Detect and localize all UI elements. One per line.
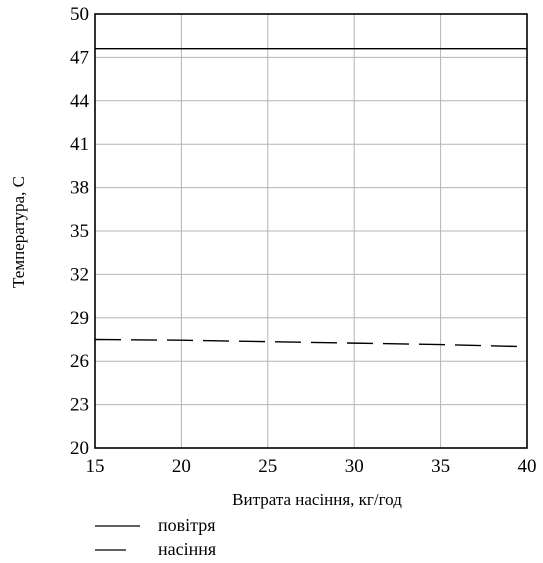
x-tick-label: 40 [518, 456, 537, 477]
grid [95, 14, 527, 448]
series-group [94, 48, 528, 348]
y-tick-label: 32 [70, 264, 89, 285]
legend-label-air: повітря [158, 515, 216, 535]
y-tick-label: 29 [70, 308, 89, 329]
y-tick-label: 44 [70, 91, 90, 112]
x-tick-label: 35 [431, 456, 450, 477]
x-axis-title: Витрата насіння, кг/год [232, 490, 402, 509]
y-tick-label: 47 [70, 47, 89, 68]
x-tick-label: 25 [258, 456, 277, 477]
y-tick-label: 41 [70, 134, 89, 155]
x-tick-labels: 15 20 25 30 35 40 [86, 456, 537, 477]
legend: повітря насіння [95, 515, 216, 559]
y-tick-label: 50 [70, 4, 89, 25]
x-tick-label: 15 [86, 456, 105, 477]
x-tick-label: 20 [172, 456, 191, 477]
plot-frame [94, 13, 528, 449]
y-tick-label: 26 [70, 351, 89, 372]
series-line-seed [94, 338, 528, 348]
y-axis-title: Температура, С [9, 176, 28, 288]
y-tick-labels: 20 23 26 29 32 35 38 41 44 47 50 [70, 4, 90, 459]
y-tick-label: 35 [70, 221, 89, 242]
y-tick-label: 38 [70, 178, 89, 199]
x-tick-label: 30 [345, 456, 364, 477]
y-tick-label: 20 [70, 438, 89, 459]
y-tick-label: 23 [70, 395, 89, 416]
legend-label-seed: насіння [158, 539, 216, 559]
